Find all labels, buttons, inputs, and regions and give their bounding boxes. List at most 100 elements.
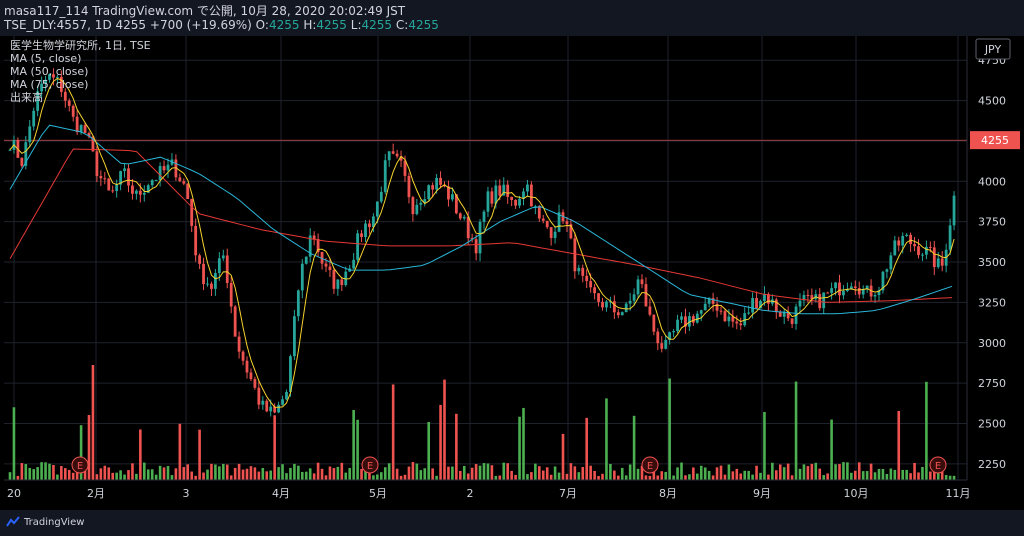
candle-body bbox=[225, 255, 229, 283]
volume-bar bbox=[336, 466, 340, 480]
volume-bar bbox=[790, 475, 794, 480]
candle-body bbox=[198, 255, 201, 264]
candle-body bbox=[419, 202, 423, 205]
candle-body bbox=[526, 184, 529, 192]
candle-body bbox=[478, 221, 482, 254]
volume-bar bbox=[605, 398, 608, 480]
candle-body bbox=[403, 160, 407, 176]
candle-body bbox=[443, 184, 446, 187]
volume-bar bbox=[565, 473, 569, 480]
volume-bar bbox=[664, 471, 667, 480]
volume-bar bbox=[826, 473, 829, 480]
volume-bar bbox=[71, 472, 75, 480]
candle-body bbox=[142, 192, 146, 195]
candle-body bbox=[178, 177, 182, 182]
candle-body bbox=[308, 235, 312, 257]
candle-body bbox=[59, 76, 63, 92]
volume-bar bbox=[715, 467, 719, 480]
candle-body bbox=[786, 311, 790, 319]
candle-body bbox=[411, 197, 415, 215]
candle-body bbox=[423, 199, 427, 203]
candle-body bbox=[190, 199, 194, 226]
volume-bar bbox=[91, 365, 95, 480]
candle-body bbox=[127, 168, 130, 186]
candle-body bbox=[352, 259, 356, 269]
volume-bar bbox=[447, 466, 450, 480]
price-axis[interactable]: 2250250027503000325035003750400042504500… bbox=[966, 36, 1006, 480]
candle-body bbox=[940, 258, 944, 266]
volume-bar bbox=[897, 411, 901, 480]
volume-bar bbox=[510, 470, 513, 480]
volume-bar bbox=[506, 463, 509, 480]
candle-body bbox=[107, 178, 111, 191]
candle-body bbox=[454, 194, 458, 214]
volume-bar bbox=[387, 463, 391, 480]
volume-bar bbox=[936, 467, 940, 480]
volume-bar bbox=[557, 472, 561, 480]
volume-bar bbox=[395, 468, 399, 480]
candle-body bbox=[300, 263, 304, 291]
volume-bar bbox=[577, 472, 581, 480]
candle-body bbox=[703, 303, 707, 311]
volume-bar bbox=[929, 471, 932, 480]
candle-body bbox=[609, 301, 612, 303]
candle-body bbox=[861, 288, 865, 295]
volume-bar bbox=[32, 469, 35, 480]
candle-body bbox=[241, 351, 245, 361]
candle-body bbox=[154, 180, 158, 182]
volume-bar bbox=[194, 475, 197, 480]
candle-body bbox=[364, 223, 367, 238]
volume-bar bbox=[154, 474, 158, 480]
volume-bar bbox=[782, 467, 786, 480]
volume-bar bbox=[541, 470, 545, 480]
volume-bar bbox=[743, 470, 746, 480]
volume-bar bbox=[435, 475, 438, 480]
volume-bar bbox=[538, 466, 541, 480]
volume-bar bbox=[865, 471, 869, 480]
ma5-line bbox=[9, 77, 955, 408]
volume-bar bbox=[95, 474, 99, 480]
volume-bar bbox=[356, 419, 359, 480]
volume-bar bbox=[403, 474, 407, 480]
volume-bar bbox=[431, 468, 434, 480]
volume-bar bbox=[854, 470, 857, 480]
volume-bar bbox=[466, 473, 470, 480]
candle-body bbox=[909, 234, 912, 245]
volume-bar bbox=[913, 462, 916, 480]
currency-badge[interactable]: JPY bbox=[975, 38, 1011, 60]
candle-body bbox=[281, 399, 284, 405]
volume-bar bbox=[415, 463, 419, 480]
candle-body bbox=[782, 311, 786, 317]
time-axis[interactable]: 20 2月 3 4月 5月 2 7月 8月 9月 10月 11月 bbox=[4, 479, 971, 500]
volume-bar bbox=[261, 468, 265, 480]
volume-bar bbox=[545, 467, 549, 480]
candle-body bbox=[83, 125, 87, 133]
candle-body bbox=[387, 151, 391, 161]
candle-body bbox=[439, 177, 442, 185]
candle-body bbox=[462, 216, 466, 219]
candle-body bbox=[518, 198, 521, 206]
candle-body bbox=[573, 238, 577, 272]
candle-body bbox=[482, 211, 486, 222]
volume-bar bbox=[830, 419, 833, 480]
volume-bar bbox=[312, 473, 316, 480]
candle-body bbox=[545, 220, 549, 228]
volume-bar bbox=[933, 467, 936, 480]
candle-body bbox=[593, 287, 596, 294]
volume-bar bbox=[352, 410, 355, 480]
candle-body bbox=[767, 294, 770, 304]
candle-body bbox=[810, 295, 814, 300]
candle-body bbox=[925, 246, 928, 255]
volume-bar bbox=[64, 468, 67, 480]
candle-body bbox=[917, 246, 920, 256]
brand[interactable]: TradingView bbox=[6, 516, 84, 528]
volume-bar bbox=[873, 472, 877, 480]
candle-body bbox=[656, 331, 660, 344]
volume-bar bbox=[67, 469, 71, 480]
candle-body bbox=[798, 300, 802, 307]
volume-bar bbox=[277, 467, 280, 480]
volume-bar bbox=[269, 470, 272, 480]
volume-bar bbox=[289, 467, 292, 480]
volume-bar bbox=[802, 464, 806, 480]
